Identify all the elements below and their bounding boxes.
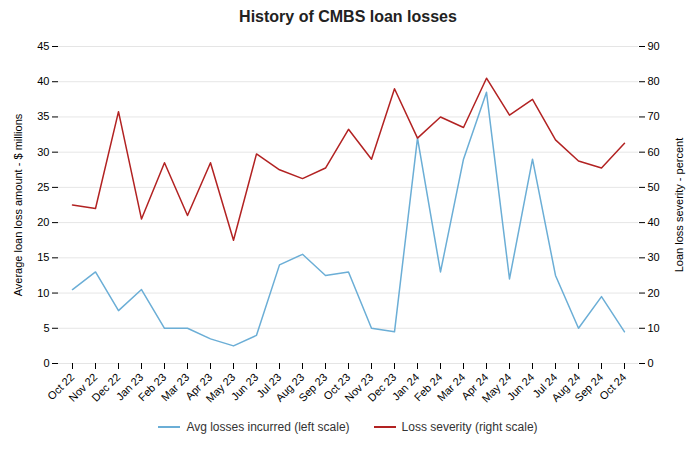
html-text:Avg losses incurred (left scal: Avg losses incurred (left scale): [186, 420, 350, 434]
svg-text:Dec 22: Dec 22: [89, 370, 123, 404]
svg-text:30: 30: [648, 251, 660, 263]
svg-text:Average loan loss amount - $ m: Average loan loss amount - $ millions: [12, 113, 24, 296]
svg-text:15: 15: [37, 251, 49, 263]
svg-text:Mar 23: Mar 23: [158, 370, 192, 404]
svg-text:Jun 23: Jun 23: [229, 371, 261, 403]
svg-text:0: 0: [648, 357, 654, 369]
svg-text:Jan 23: Jan 23: [113, 370, 146, 403]
svg-text:5: 5: [43, 322, 49, 334]
svg-text:Loan loss severity - percent: Loan loss severity - percent: [673, 138, 685, 273]
svg-text:35: 35: [37, 110, 49, 122]
svg-text:80: 80: [648, 75, 660, 87]
svg-text:40: 40: [648, 216, 660, 228]
html-text:History of CMBS loan losses: History of CMBS loan losses: [239, 8, 457, 25]
html-text:Loss severity (right scale): Loss severity (right scale): [401, 420, 538, 434]
svg-text:25: 25: [37, 181, 49, 193]
svg-text:20: 20: [37, 216, 49, 228]
svg-text:Sep 24: Sep 24: [572, 371, 605, 404]
svg-text:Aug 23: Aug 23: [273, 370, 307, 404]
svg-text:Sep 23: Sep 23: [296, 371, 329, 404]
svg-text:Feb 23: Feb 23: [135, 370, 169, 404]
svg-text:0: 0: [43, 357, 49, 369]
svg-text:10: 10: [648, 322, 660, 334]
svg-text:Jul 24: Jul 24: [530, 370, 560, 400]
svg-text:Oct 24: Oct 24: [597, 371, 628, 402]
svg-text:30: 30: [37, 146, 49, 158]
svg-text:May 23: May 23: [203, 371, 237, 405]
svg-text:50: 50: [648, 181, 660, 193]
svg-text:40: 40: [37, 75, 49, 87]
svg-text:Feb 24: Feb 24: [411, 370, 445, 404]
svg-text:Dec 23: Dec 23: [365, 370, 399, 404]
svg-text:May 24: May 24: [479, 371, 513, 405]
svg-text:45: 45: [37, 40, 49, 52]
svg-text:10: 10: [37, 287, 49, 299]
svg-text:90: 90: [648, 40, 660, 52]
svg-text:Mar 24: Mar 24: [434, 370, 468, 404]
svg-text:Apr 23: Apr 23: [183, 370, 215, 403]
svg-text:Aug 24: Aug 24: [549, 370, 583, 404]
svg-text:Jul 23: Jul 23: [254, 370, 284, 400]
svg-text:Nov 22: Nov 22: [66, 370, 100, 404]
svg-text:Jan 24: Jan 24: [389, 370, 422, 403]
svg-text:Nov 23: Nov 23: [342, 370, 376, 404]
svg-text:Jun 24: Jun 24: [505, 371, 537, 403]
svg-text:Oct 23: Oct 23: [321, 370, 353, 403]
svg-text:Apr 24: Apr 24: [459, 370, 491, 403]
svg-text:70: 70: [648, 110, 660, 122]
svg-text:20: 20: [648, 287, 660, 299]
svg-text:Oct 22: Oct 22: [45, 370, 77, 403]
svg-text:60: 60: [648, 146, 660, 158]
